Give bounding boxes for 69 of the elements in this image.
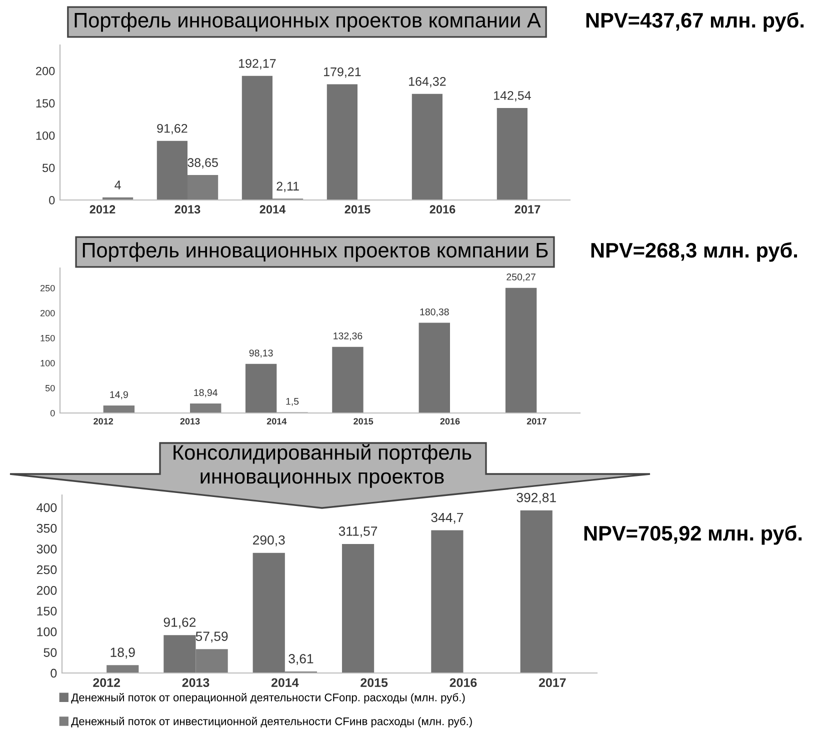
x-tick-label: 2017 [538, 678, 566, 688]
chart-title: Портфель инновационных проектов компании Б [82, 242, 548, 262]
data-label: 3,61 [288, 654, 314, 665]
data-label: 192,17 [239, 59, 276, 70]
y-tick-label: 100 [36, 131, 55, 140]
y-tick-label: 150 [40, 334, 55, 342]
y-tick-label: 200 [40, 310, 55, 316]
data-label: 91,62 [164, 618, 196, 628]
data-label: 1,5 [286, 398, 299, 406]
x-tick-label: 2012 [90, 205, 116, 214]
data-label: 14,9 [110, 391, 128, 400]
y-tick-label: 150 [37, 606, 57, 616]
y-tick-label: 50 [45, 384, 55, 392]
legend-label: Денежный поток от операционной деятельности CFопр. расходы (млн. руб.) [71, 693, 465, 704]
y-tick-label: 50 [42, 164, 55, 172]
x-tick-label: 2015 [360, 678, 388, 688]
y-tick-label: 400 [36, 503, 57, 512]
x-tick-label: 2016 [440, 418, 460, 424]
x-tick-label: 2013 [174, 205, 200, 214]
legend-label: Денежный поток от инвестиционной деятельности CFинв расходы (млн. руб.) [71, 716, 472, 728]
y-tick-label: 300 [36, 544, 57, 554]
y-tick-label: 0 [50, 410, 55, 416]
x-tick-label: 2013 [182, 678, 210, 688]
text: NPV=437,67 млн. руб. [586, 12, 804, 32]
annotation: NPV=705,92 млн. руб. [584, 525, 802, 545]
x-tick-label: 2015 [354, 418, 374, 424]
x-tick-label: 2013 [180, 418, 200, 425]
data-label: 2,11 [276, 182, 299, 192]
y-tick-label: 100 [40, 360, 55, 366]
y-tick-label: 200 [36, 586, 57, 595]
text: NPV=268,3 млн. руб. [591, 242, 797, 262]
y-tick-label: 100 [37, 627, 57, 636]
chart-title: Портфель инновационных проектов компании А [74, 12, 541, 32]
data-label: 392,81 [516, 492, 556, 504]
data-label: 164,32 [409, 77, 446, 88]
x-tick-label: 2016 [450, 678, 477, 688]
y-tick-label: 200 [36, 66, 55, 76]
y-tick-label: 0 [50, 668, 57, 678]
x-tick-label: 2012 [93, 678, 120, 688]
x-tick-label: 2012 [94, 418, 114, 424]
data-label: 91,62 [157, 124, 188, 134]
x-tick-label: 2014 [260, 205, 286, 214]
data-label: 57,59 [196, 632, 228, 643]
chart-title: Консолидированный портфель инновационных проектов [174, 444, 472, 488]
y-tick-label: 250 [40, 284, 55, 292]
y-tick-label: 250 [36, 565, 57, 574]
data-label: 4 [114, 180, 121, 190]
data-label: 142,54 [494, 91, 531, 102]
y-tick-label: 50 [44, 648, 57, 657]
x-tick-label: 2017 [514, 205, 540, 214]
data-label: 38,65 [188, 158, 218, 168]
y-tick-label: 150 [36, 99, 55, 108]
x-tick-label: 2017 [526, 418, 546, 424]
x-tick-label: 2014 [271, 678, 299, 688]
data-label: 250,27 [506, 274, 536, 282]
data-label: 180,38 [420, 308, 449, 316]
y-tick-label: 350 [36, 524, 57, 533]
data-label: 132,36 [334, 332, 362, 340]
data-label: 311,57 [338, 526, 378, 538]
y-tick-label: 0 [49, 196, 55, 204]
x-tick-label: 2015 [344, 205, 370, 214]
data-label: 290,3 [253, 535, 285, 546]
data-label: 18,94 [194, 389, 218, 398]
x-tick-label: 2014 [266, 418, 287, 424]
data-label: 344,7 [431, 512, 464, 524]
data-label: 18,9 [110, 648, 135, 659]
data-label: 98,13 [249, 350, 273, 358]
data-label: 179,21 [324, 67, 361, 78]
x-tick-label: 2016 [430, 205, 456, 214]
